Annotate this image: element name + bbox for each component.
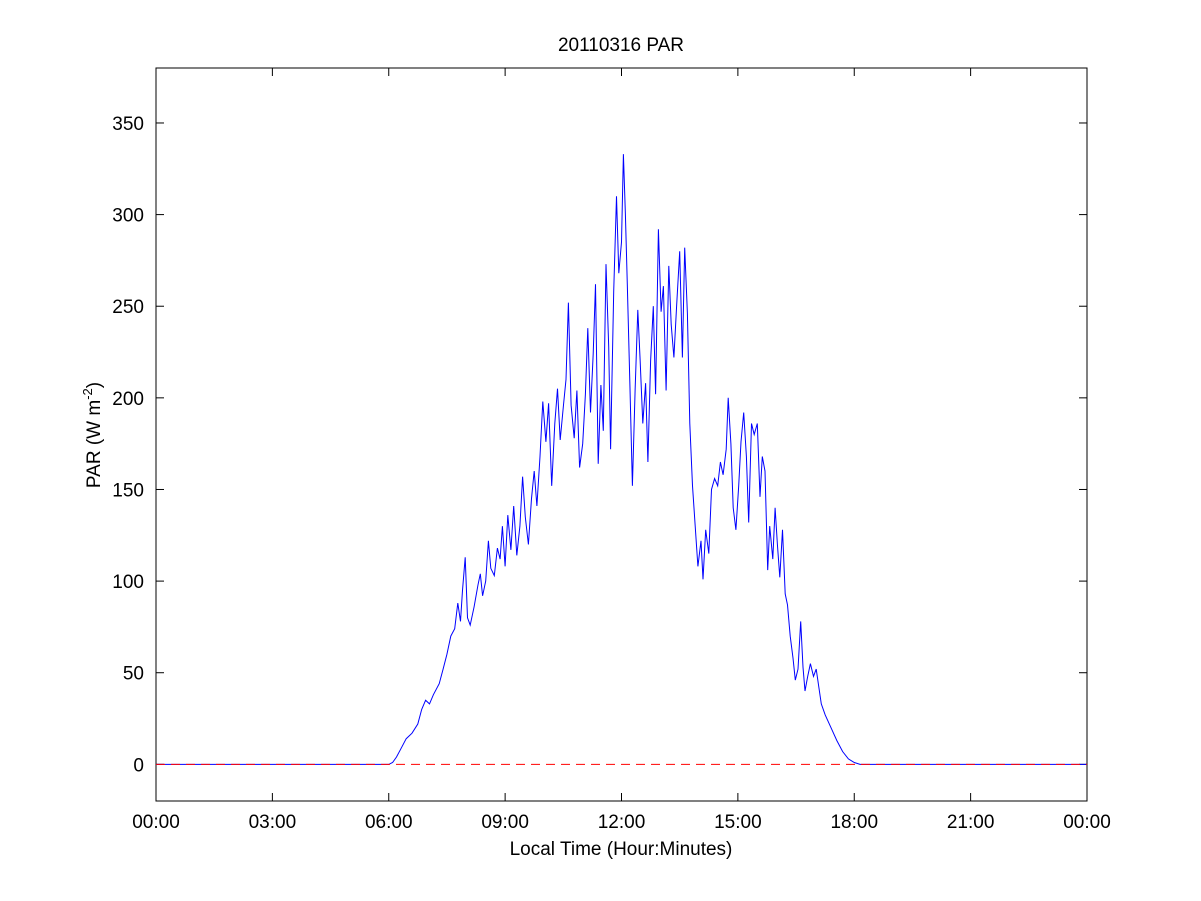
y-tick-label: 100 xyxy=(112,572,144,593)
chart-title: 20110316 PAR xyxy=(558,35,684,56)
y-axis-label-main: PAR (W m xyxy=(84,400,105,488)
y-tick-label: 0 xyxy=(133,755,144,776)
series-line-0 xyxy=(156,154,1087,765)
y-tick-label: 50 xyxy=(123,664,144,685)
x-tick-label: 06:00 xyxy=(365,812,413,833)
y-axis-label-close: ) xyxy=(84,382,105,388)
x-tick-label: 00:00 xyxy=(1063,812,1111,833)
y-tick-label: 350 xyxy=(112,114,144,135)
x-tick-label: 00:00 xyxy=(132,812,180,833)
x-tick-label: 12:00 xyxy=(598,812,646,833)
y-axis-label-superscript: -2 xyxy=(80,388,95,400)
series-layer xyxy=(156,154,1087,765)
y-tick-label: 250 xyxy=(112,297,144,318)
y-tick-label: 150 xyxy=(112,480,144,501)
y-tick-label: 300 xyxy=(112,206,144,227)
y-tick-label: 200 xyxy=(112,389,144,410)
x-axis-label: Local Time (Hour:Minutes) xyxy=(510,839,733,860)
x-tick-label: 21:00 xyxy=(947,812,995,833)
axis-ticks: 00:00 03:00 06:00 09:00 12:00 15:00 18:00 21:00… xyxy=(112,68,1111,833)
x-tick-label: 18:00 xyxy=(830,812,878,833)
plot-area xyxy=(155,67,1088,802)
x-tick-label: 03:00 xyxy=(249,812,297,833)
x-tick-label: 09:00 xyxy=(481,812,529,833)
y-axis-label: PAR (W m-2) xyxy=(80,382,105,488)
x-tick-label: 15:00 xyxy=(714,812,762,833)
